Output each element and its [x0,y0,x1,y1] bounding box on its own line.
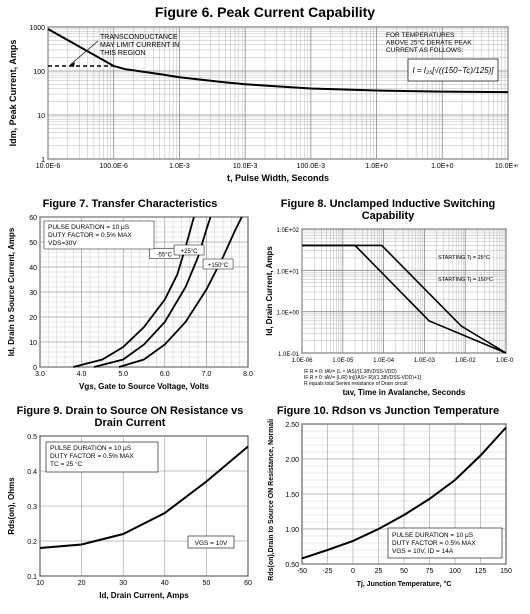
svg-text:1.0E-05: 1.0E-05 [332,358,354,364]
fig7-title: Figure 7. Transfer Characteristics [4,198,256,210]
svg-text:30: 30 [119,580,127,587]
svg-text:40: 40 [29,265,37,272]
svg-text:1.0E+0: 1.0E+0 [365,163,387,170]
fig9-title: Figure 9. Drain to Source ON Resistance … [4,405,256,429]
svg-text:1.0E-3: 1.0E-3 [169,163,190,170]
svg-text:Tj, Junction Temperature, °C: Tj, Junction Temperature, °C [357,580,452,588]
fig10-chart: -50 -25 0 25 50 75 100 125 150 0.50 1.00 1.50 2.00 2.… [262,419,514,594]
figure-6: Figure 6. Peak Current Capability 10.0E-… [4,4,526,192]
svg-text:+25°C: +25°C [181,249,199,255]
fig8-chart: 1.0E-06 1.0E-05 1.0E-04 1.0E-03 1.0E-02 1.0E-… [262,224,514,399]
svg-text:Idm, Peak Current, Amps: Idm, Peak Current, Amps [8,40,18,147]
svg-text:t, Pulse Width, Seconds: t, Pulse Width, Seconds [227,173,329,183]
svg-text:100.0E-6: 100.0E-6 [100,163,129,170]
svg-text:20: 20 [29,315,37,322]
svg-text:1.0E+02: 1.0E+02 [276,228,299,234]
svg-text:Rds(on), Ohms: Rds(on), Ohms [7,477,16,535]
svg-text:30: 30 [29,290,37,297]
svg-text:tav, Time in Avalanche, Second: tav, Time in Avalanche, Seconds [343,388,466,397]
fig6-chart: 10.0E-6 100.0E-6 1.0E-3 10.0E-3 100.0E-3 1.0E… [4,22,518,192]
svg-text:FOR TEMPERATURESABOVE 25°C DER: FOR TEMPERATURESABOVE 25°C DERATE PEAKCU… [386,32,472,54]
svg-text:0.4: 0.4 [27,469,37,476]
svg-text:125: 125 [475,568,487,575]
svg-text:-25: -25 [322,568,332,575]
svg-text:10.0E-3: 10.0E-3 [233,163,258,170]
svg-text:1.50: 1.50 [285,492,299,499]
svg-text:150: 150 [500,568,512,575]
svg-text:Rds(on),Drain to Source ON Res: Rds(on),Drain to Source ON Resistance, N… [268,419,275,581]
svg-text:1.0E-06: 1.0E-06 [291,358,313,364]
figure-10: Figure 10. Rdson vs Junction Temperature… [262,405,514,606]
svg-text:10: 10 [37,113,45,120]
svg-text:STARTING Tj = 150°C: STARTING Tj = 150°C [438,277,493,283]
svg-text:50: 50 [29,240,37,247]
svg-text:7.0: 7.0 [202,371,212,378]
svg-text:60: 60 [29,215,37,222]
svg-text:1.0E+01: 1.0E+01 [276,270,299,276]
svg-text:25: 25 [375,568,383,575]
svg-text:1000: 1000 [29,25,45,32]
svg-text:0.50: 0.50 [285,562,299,569]
figure-9: Figure 9. Drain to Source ON Resistance … [4,405,256,606]
svg-text:TRANSCONDUCTANCEMAY LIMIT CURR: TRANSCONDUCTANCEMAY LIMIT CURRENT INTHIS… [100,34,179,57]
svg-text:VGS = 10V: VGS = 10V [195,540,228,547]
svg-text:1.0E+0: 1.0E+0 [431,163,453,170]
svg-text:Id, Drain Current, Amps: Id, Drain Current, Amps [99,591,189,600]
svg-text:100: 100 [449,568,461,575]
svg-text:1.0E-04: 1.0E-04 [373,358,395,364]
svg-text:100: 100 [33,69,45,76]
fig9-chart: 1020304050600.10.20.30.40.5PULSE DURATIO… [4,431,256,606]
svg-text:1.00: 1.00 [285,527,299,534]
svg-text:10: 10 [29,340,37,347]
svg-text:5.0: 5.0 [118,371,128,378]
svg-text:+150°C: +150°C [208,263,229,269]
svg-text:75: 75 [426,568,434,575]
fig7-chart: 3.0 4.0 5.0 6.0 7.0 8.0 0 10 20 30 40 50 60 -55°C +25°… [4,212,256,398]
svg-text:0.5: 0.5 [27,434,37,441]
svg-text:1.0E+00: 1.0E+00 [276,311,299,317]
svg-text:Vgs, Gate to Source Voltage, V: Vgs, Gate to Source Voltage, Volts [79,382,210,391]
svg-text:4.0: 4.0 [77,371,87,378]
svg-text:IF R = 0: tAV= (L × IAS)/(1.38: IF R = 0: tAV= (L × IAS)/(1.38VDSS-VDD)I… [304,369,422,387]
svg-text:-50: -50 [297,568,307,575]
svg-text:50: 50 [203,580,211,587]
svg-text:100.0E-3: 100.0E-3 [297,163,326,170]
svg-text:Id, Drain Current, Amps: Id, Drain Current, Amps [265,246,274,336]
svg-text:1.0E-03: 1.0E-03 [414,358,436,364]
svg-text:0: 0 [33,365,37,372]
svg-text:STARTING Tj = 25°C: STARTING Tj = 25°C [438,255,490,261]
svg-text:1: 1 [41,157,45,164]
fig8-title: Figure 8. Unclamped Inductive Switching … [262,198,514,222]
svg-text:0.3: 0.3 [27,504,37,511]
svg-text:0: 0 [351,568,355,575]
svg-text:10: 10 [36,580,44,587]
fig10-title: Figure 10. Rdson vs Junction Temperature [262,405,514,417]
svg-text:1.0E-01: 1.0E-01 [278,352,300,358]
svg-text:6.0: 6.0 [160,371,170,378]
figure-7: Figure 7. Transfer Characteristics 3.0 4.… [4,198,256,399]
svg-text:I = I₂₅[√((150−Tc)/125)]: I = I₂₅[√((150−Tc)/125)] [412,66,494,75]
svg-text:0.2: 0.2 [27,539,37,546]
svg-text:50: 50 [400,568,408,575]
svg-text:10.0E+0: 10.0E+0 [495,163,518,170]
svg-text:0.1: 0.1 [27,574,37,581]
svg-text:10.0E-6: 10.0E-6 [36,163,61,170]
svg-text:60: 60 [244,580,252,587]
fig6-title: Figure 6. Peak Current Capability [4,4,526,20]
svg-text:3.0: 3.0 [35,371,45,378]
svg-text:2.50: 2.50 [285,422,299,429]
svg-text:Id, Drain to Source Current, A: Id, Drain to Source Current, Amps [7,227,16,356]
svg-text:20: 20 [78,580,86,587]
svg-text:-55°C: -55°C [157,253,173,259]
svg-text:1.0E-02: 1.0E-02 [455,358,477,364]
svg-text:8.0: 8.0 [243,371,253,378]
svg-text:40: 40 [161,580,169,587]
figure-8: Figure 8. Unclamped Inductive Switching … [262,198,514,399]
svg-text:1.0E-01: 1.0E-01 [495,358,514,364]
svg-text:2.00: 2.00 [285,457,299,464]
